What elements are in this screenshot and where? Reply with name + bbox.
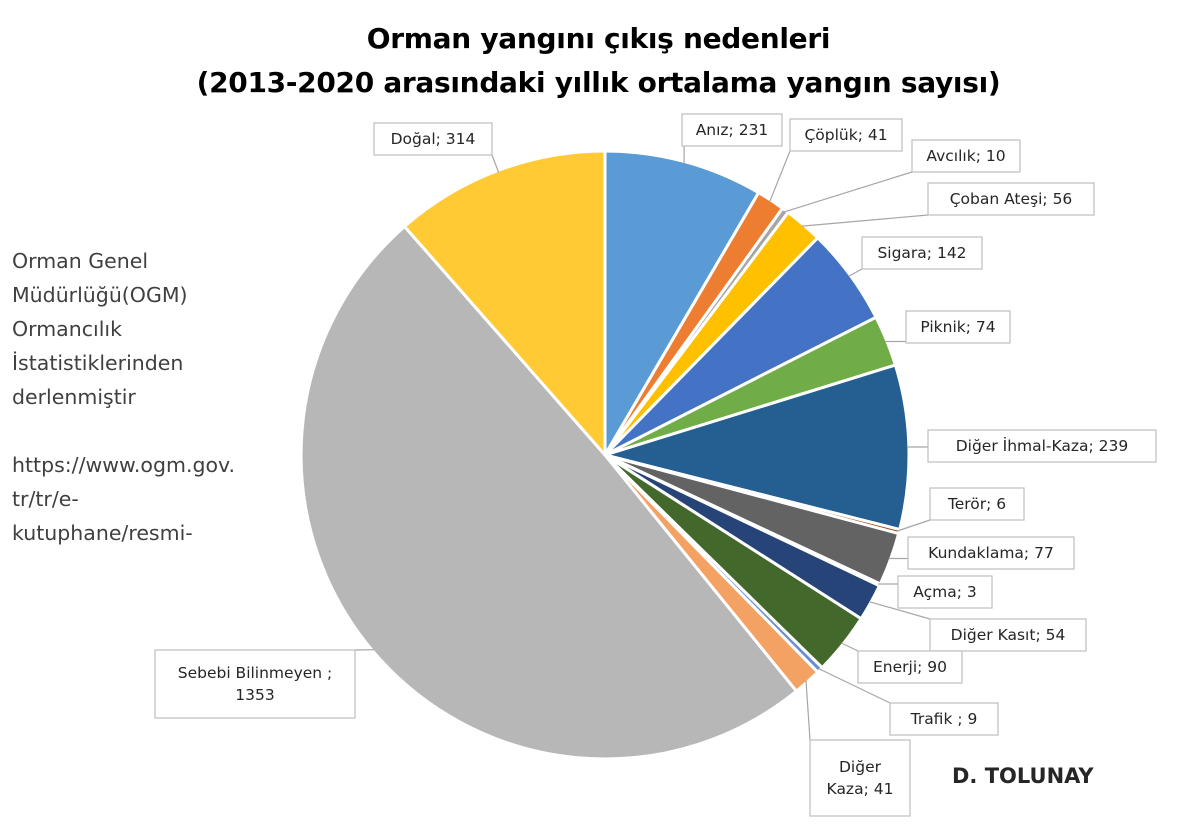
data-label: Terör; 6 (929, 487, 1025, 521)
data-label: Avcılık; 10 (911, 139, 1021, 173)
data-label-text: Piknik; 74 (920, 318, 995, 336)
data-label: Doğal; 314 (373, 122, 493, 156)
data-label-box (929, 618, 1087, 652)
data-label-box (681, 113, 783, 147)
data-label-text: Sebebi Bilinmeyen ; (178, 664, 333, 682)
data-label-text: Çöplük; 41 (804, 126, 887, 144)
data-label-box (929, 487, 1025, 521)
data-label: Piknik; 74 (905, 310, 1011, 344)
data-label-box (905, 310, 1011, 344)
data-label-text: Enerji; 90 (873, 658, 947, 676)
leader-line (848, 268, 863, 277)
data-label-box (861, 236, 983, 270)
data-label: Kundaklama; 77 (907, 536, 1075, 570)
data-label-box (857, 650, 963, 684)
data-label-box (907, 536, 1075, 570)
data-label-box (911, 139, 1021, 173)
source-note: Orman Genel Müdürlüğü(OGM) Ormancılık İs… (12, 244, 292, 550)
author-credit: D. TOLUNAY (952, 764, 1094, 788)
leader-line (805, 680, 811, 741)
data-label: Sigara; 142 (861, 236, 983, 270)
data-label-box (927, 429, 1157, 463)
leader-line (769, 150, 791, 203)
data-label: Sebebi Bilinmeyen ; 1353 (154, 649, 356, 719)
data-label-text: Diğer Kasıt; 54 (951, 626, 1066, 644)
data-label: Çoban Ateşi; 56 (927, 182, 1095, 216)
data-label-text: Avcılık; 10 (926, 147, 1005, 165)
data-label: Diğer Kaza; 41 (809, 739, 911, 817)
source-line: Orman Genel (12, 249, 149, 273)
data-label: Diğer Kasıt; 54 (929, 618, 1087, 652)
data-label: Enerji; 90 (857, 650, 963, 684)
data-label-text: Diğer (839, 758, 882, 776)
chart-subtitle: (2013-2020 arasındaki yıllık ortalama ya… (196, 66, 1001, 99)
data-label-text: Trafik ; 9 (910, 710, 978, 728)
leader-line (897, 519, 931, 532)
source-url-line: kutuphane/resmi- (12, 521, 193, 545)
data-label-text: Doğal; 314 (391, 130, 476, 148)
data-label-text: Sigara; 142 (877, 244, 966, 262)
data-label: Diğer İhmal-Kaza; 239 (927, 429, 1157, 463)
data-label-text: Anız; 231 (696, 121, 769, 139)
data-label-box (897, 575, 993, 609)
data-label-text: Kaza; 41 (827, 780, 894, 798)
data-label-text: 1353 (235, 686, 274, 704)
data-label-box (809, 739, 911, 817)
data-label-box (373, 122, 493, 156)
source-url-line: tr/tr/e- (12, 487, 79, 511)
data-label-text: Açma; 3 (913, 583, 976, 601)
source-line: Müdürlüğü(OGM) (12, 283, 188, 307)
source-line: İstatistiklerinden (12, 351, 184, 375)
data-label-text: Çoban Ateşi; 56 (950, 190, 1073, 208)
leader-line (868, 601, 931, 620)
source-line: derlenmiştir (12, 385, 136, 409)
data-label-box (889, 702, 999, 736)
data-label-box (789, 118, 903, 152)
data-label: Trafik ; 9 (889, 702, 999, 736)
data-label-text: Terör; 6 (947, 495, 1006, 513)
data-label-text: Kundaklama; 77 (928, 544, 1054, 562)
data-label: Çöplük; 41 (789, 118, 903, 152)
data-label: Anız; 231 (681, 113, 783, 147)
leader-line (841, 642, 859, 652)
leader-line (491, 154, 500, 173)
source-url-line: https://www.ogm.gov. (12, 453, 236, 477)
pie-slice (299, 224, 798, 761)
data-label-box (154, 649, 356, 719)
leader-line (818, 667, 891, 704)
source-line: Ormancılık (12, 317, 122, 341)
leader-line (802, 214, 929, 227)
leader-line (784, 171, 913, 213)
data-label-box (927, 182, 1095, 216)
chart-title: Orman yangını çıkış nedenleri (366, 22, 831, 55)
data-label-text: Diğer İhmal-Kaza; 239 (956, 436, 1129, 455)
data-label: Açma; 3 (897, 575, 993, 609)
